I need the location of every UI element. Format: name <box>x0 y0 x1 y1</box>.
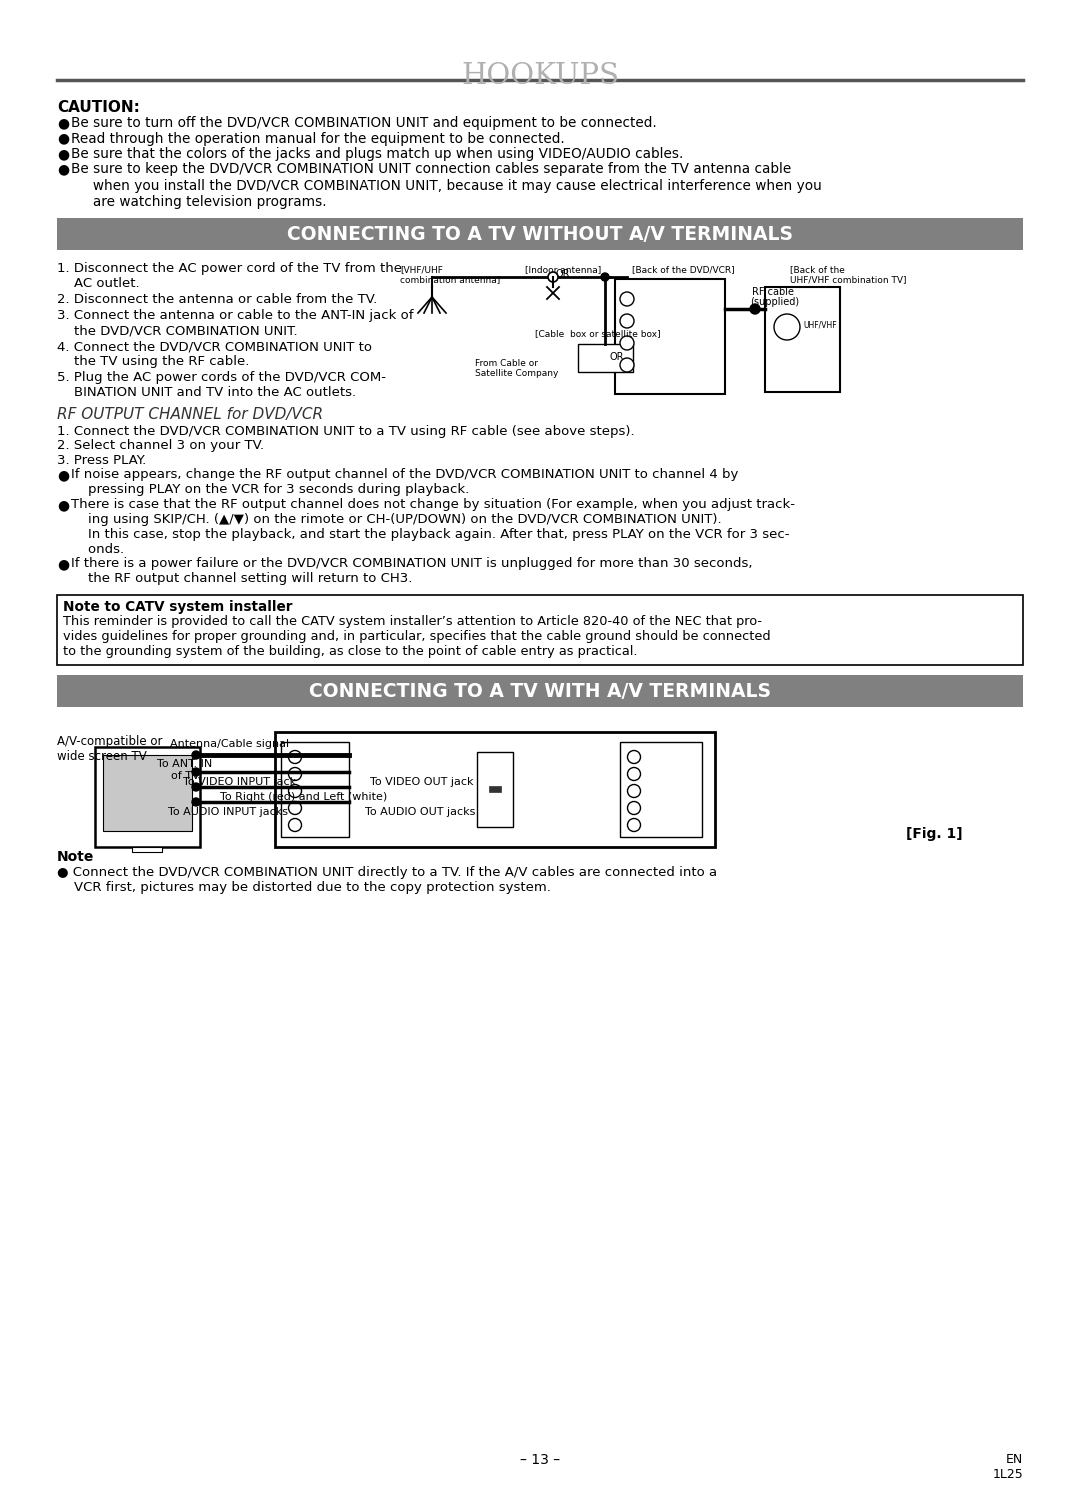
Circle shape <box>288 751 301 763</box>
Text: RF cable: RF cable <box>752 287 794 297</box>
Text: To AUDIO INPUT jacks: To AUDIO INPUT jacks <box>168 807 288 816</box>
Bar <box>615 280 725 394</box>
Text: HOOKUPS: HOOKUPS <box>461 62 619 91</box>
Text: CONNECTING TO A TV WITH A/V TERMINALS: CONNECTING TO A TV WITH A/V TERMINALS <box>309 683 771 700</box>
Text: 3. Connect the antenna or cable to the ANT-IN jack of
    the DVD/VCR COMBINATIO: 3. Connect the antenna or cable to the A… <box>57 309 414 338</box>
Circle shape <box>627 818 640 831</box>
Text: RF OUTPUT CHANNEL for DVD/VCR: RF OUTPUT CHANNEL for DVD/VCR <box>57 407 323 422</box>
Text: 1. Disconnect the AC power cord of the TV from the
    AC outlet.: 1. Disconnect the AC power cord of the T… <box>57 262 402 290</box>
Circle shape <box>288 767 301 781</box>
Circle shape <box>620 314 634 329</box>
Text: CAUTION:: CAUTION: <box>57 100 140 114</box>
Text: To VIDEO OUT jack: To VIDEO OUT jack <box>370 778 473 787</box>
Circle shape <box>627 801 640 815</box>
Text: ●: ● <box>57 147 69 161</box>
Circle shape <box>750 303 760 314</box>
Bar <box>57 595 1023 665</box>
Circle shape <box>192 799 200 806</box>
Text: Be sure to keep the DVD/VCR COMBINATION UNIT connection cables separate from the: Be sure to keep the DVD/VCR COMBINATION … <box>71 162 822 208</box>
Text: If noise appears, change the RF output channel of the DVD/VCR COMBINATION UNIT t: If noise appears, change the RF output c… <box>71 468 739 497</box>
Text: UHF/VHF: UHF/VHF <box>804 321 837 330</box>
Bar <box>620 742 702 837</box>
Text: If there is a power failure or the DVD/VCR COMBINATION UNIT is unplugged for mor: If there is a power failure or the DVD/V… <box>71 558 753 584</box>
Text: [Fig. 1]: [Fig. 1] <box>906 827 963 842</box>
Text: Be sure that the colors of the jacks and plugs match up when using VIDEO/AUDIO c: Be sure that the colors of the jacks and… <box>71 147 684 161</box>
Circle shape <box>620 336 634 349</box>
Text: CONNECTING TO A TV WITHOUT A/V TERMINALS: CONNECTING TO A TV WITHOUT A/V TERMINALS <box>287 225 793 244</box>
Circle shape <box>192 784 200 791</box>
Text: [Cable  box or satellite box]: [Cable box or satellite box] <box>535 329 661 338</box>
Bar <box>578 343 633 372</box>
Text: – 13 –: – 13 – <box>519 1453 561 1468</box>
Bar <box>281 742 349 837</box>
Bar <box>275 732 715 848</box>
Bar <box>57 219 1023 250</box>
Text: ●: ● <box>57 468 69 482</box>
Circle shape <box>620 291 634 306</box>
Circle shape <box>288 785 301 797</box>
Text: This reminder is provided to call the CATV system installer’s attention to Artic: This reminder is provided to call the CA… <box>63 616 771 659</box>
Circle shape <box>288 818 301 831</box>
Text: Be sure to turn off the DVD/VCR COMBINATION UNIT and equipment to be connected.: Be sure to turn off the DVD/VCR COMBINAT… <box>71 116 657 129</box>
Text: From Cable or
Satellite Company: From Cable or Satellite Company <box>475 358 558 378</box>
Bar <box>765 287 840 393</box>
Bar <box>132 848 162 852</box>
Text: [Back of the DVD/VCR]: [Back of the DVD/VCR] <box>632 265 734 274</box>
Circle shape <box>627 785 640 797</box>
Text: To Right (red) and Left (white): To Right (red) and Left (white) <box>220 793 388 801</box>
Circle shape <box>627 751 640 763</box>
Text: [VHF/UHF
combination antenna]: [VHF/UHF combination antenna] <box>400 265 500 284</box>
Text: ●: ● <box>57 116 69 129</box>
Circle shape <box>774 314 800 341</box>
Circle shape <box>192 767 200 776</box>
Text: 4. Connect the DVD/VCR COMBINATION UNIT to
    the TV using the RF cable.: 4. Connect the DVD/VCR COMBINATION UNIT … <box>57 341 372 369</box>
Text: ● Connect the DVD/VCR COMBINATION UNIT directly to a TV. If the A/V cables are c: ● Connect the DVD/VCR COMBINATION UNIT d… <box>57 865 717 894</box>
Text: ●: ● <box>57 498 69 512</box>
Text: EN
1L25: EN 1L25 <box>993 1453 1023 1481</box>
Text: OR: OR <box>555 269 569 280</box>
Bar <box>57 675 1023 706</box>
Bar <box>95 746 200 848</box>
Circle shape <box>600 274 609 281</box>
Text: ●: ● <box>57 558 69 571</box>
Circle shape <box>192 751 200 758</box>
Text: 2. Disconnect the antenna or cable from the TV.: 2. Disconnect the antenna or cable from … <box>57 293 377 306</box>
Text: There is case that the RF output channel does not change by situation (For examp: There is case that the RF output channel… <box>71 498 795 556</box>
Circle shape <box>620 358 634 372</box>
Text: 3. Press PLAY.: 3. Press PLAY. <box>57 454 146 467</box>
Text: 5. Plug the AC power cords of the DVD/VCR COM-
    BINATION UNIT and TV into the: 5. Plug the AC power cords of the DVD/VC… <box>57 372 386 400</box>
Text: Note: Note <box>57 851 94 864</box>
Text: ●: ● <box>57 131 69 146</box>
Bar <box>103 755 192 831</box>
Text: Read through the operation manual for the equipment to be connected.: Read through the operation manual for th… <box>71 131 565 146</box>
Circle shape <box>288 801 301 815</box>
Text: A/V-compatible or
wide screen TV: A/V-compatible or wide screen TV <box>57 735 162 763</box>
Bar <box>477 752 513 827</box>
Text: [Back of the
UHF/VHF combination TV]: [Back of the UHF/VHF combination TV] <box>789 265 906 284</box>
Text: To VIDEO INPUT jack: To VIDEO INPUT jack <box>183 778 296 787</box>
Text: To ANT. IN
of TV: To ANT. IN of TV <box>158 758 213 781</box>
Text: 1. Connect the DVD/VCR COMBINATION UNIT to a TV using RF cable (see above steps): 1. Connect the DVD/VCR COMBINATION UNIT … <box>57 424 635 437</box>
Text: OR: OR <box>610 352 624 361</box>
Text: ●: ● <box>57 162 69 177</box>
Text: [Indoor antenna]: [Indoor antenna] <box>525 265 602 274</box>
Text: To AUDIO OUT jacks: To AUDIO OUT jacks <box>365 807 475 816</box>
Text: 2. Select channel 3 on your TV.: 2. Select channel 3 on your TV. <box>57 439 265 452</box>
Text: Note to CATV system installer: Note to CATV system installer <box>63 599 293 614</box>
Text: Antenna/Cable signal: Antenna/Cable signal <box>171 739 289 749</box>
Circle shape <box>627 767 640 781</box>
Bar <box>489 787 501 793</box>
Text: (supplied): (supplied) <box>750 297 799 306</box>
Circle shape <box>548 272 558 283</box>
